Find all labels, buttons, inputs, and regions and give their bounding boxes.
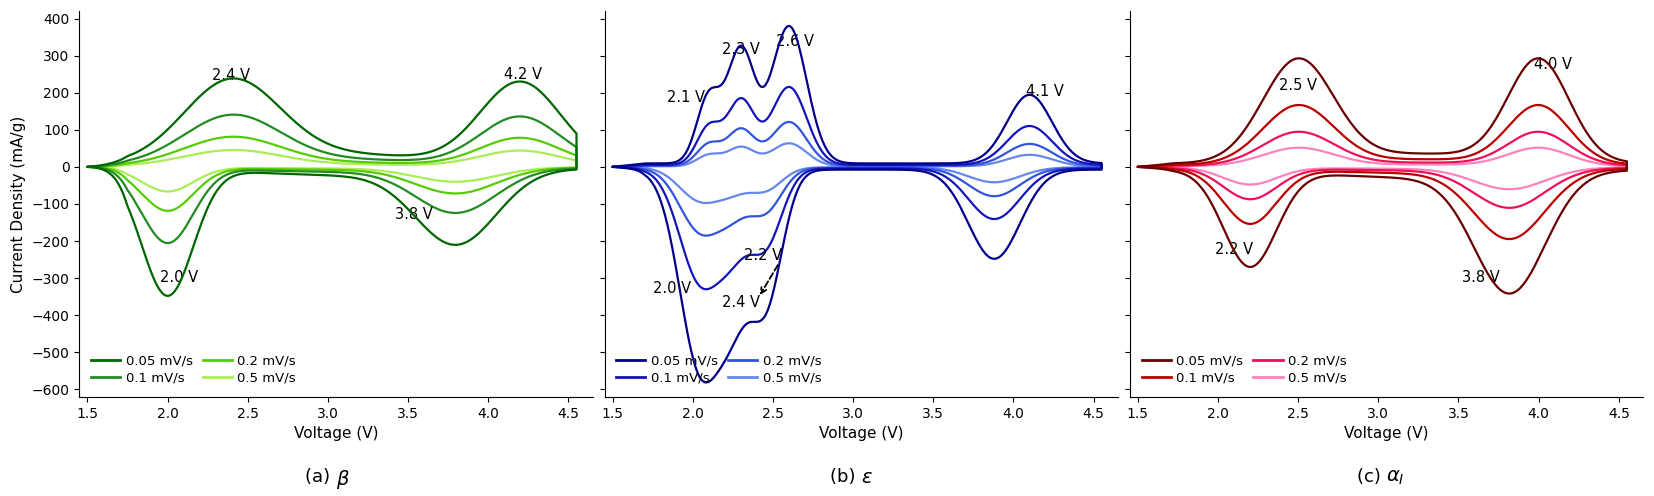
X-axis label: Voltage (V): Voltage (V) bbox=[1345, 426, 1429, 441]
Y-axis label: Current Density (mA/g): Current Density (mA/g) bbox=[12, 116, 26, 293]
Text: 2.4 V: 2.4 V bbox=[212, 68, 250, 83]
Text: $\beta$: $\beta$ bbox=[336, 468, 349, 491]
Text: 2.1 V: 2.1 V bbox=[667, 90, 705, 105]
Text: 2.0 V: 2.0 V bbox=[653, 281, 691, 296]
X-axis label: Voltage (V): Voltage (V) bbox=[819, 426, 903, 441]
Text: 2.5 V: 2.5 V bbox=[1279, 78, 1317, 93]
Text: 3.8 V: 3.8 V bbox=[395, 207, 433, 222]
Legend: 0.05 mV/s, 0.1 mV/s, 0.2 mV/s, 0.5 mV/s: 0.05 mV/s, 0.1 mV/s, 0.2 mV/s, 0.5 mV/s bbox=[612, 350, 827, 390]
Legend: 0.05 mV/s, 0.1 mV/s, 0.2 mV/s, 0.5 mV/s: 0.05 mV/s, 0.1 mV/s, 0.2 mV/s, 0.5 mV/s bbox=[1136, 350, 1351, 390]
Text: 3.8 V: 3.8 V bbox=[1462, 270, 1500, 285]
Text: 2.2 V: 2.2 V bbox=[744, 248, 782, 262]
Text: 2.6 V: 2.6 V bbox=[776, 34, 814, 49]
Text: 4.0 V: 4.0 V bbox=[1533, 58, 1571, 72]
Text: 2.2 V: 2.2 V bbox=[1214, 242, 1252, 256]
Text: 2.4 V: 2.4 V bbox=[721, 295, 759, 310]
Text: 2.0 V: 2.0 V bbox=[159, 270, 198, 285]
Text: $\varepsilon$: $\varepsilon$ bbox=[862, 468, 873, 487]
Text: 2.3 V: 2.3 V bbox=[721, 43, 759, 58]
X-axis label: Voltage (V): Voltage (V) bbox=[294, 426, 379, 441]
Legend: 0.05 mV/s, 0.1 mV/s, 0.2 mV/s, 0.5 mV/s: 0.05 mV/s, 0.1 mV/s, 0.2 mV/s, 0.5 mV/s bbox=[86, 350, 301, 390]
Text: 4.1 V: 4.1 V bbox=[1025, 84, 1064, 99]
Text: (b): (b) bbox=[830, 468, 862, 486]
Text: $\alpha_I$: $\alpha_I$ bbox=[1386, 468, 1404, 487]
Text: (c): (c) bbox=[1356, 468, 1386, 486]
Text: (a): (a) bbox=[304, 468, 336, 486]
Text: 4.2 V: 4.2 V bbox=[504, 67, 543, 82]
